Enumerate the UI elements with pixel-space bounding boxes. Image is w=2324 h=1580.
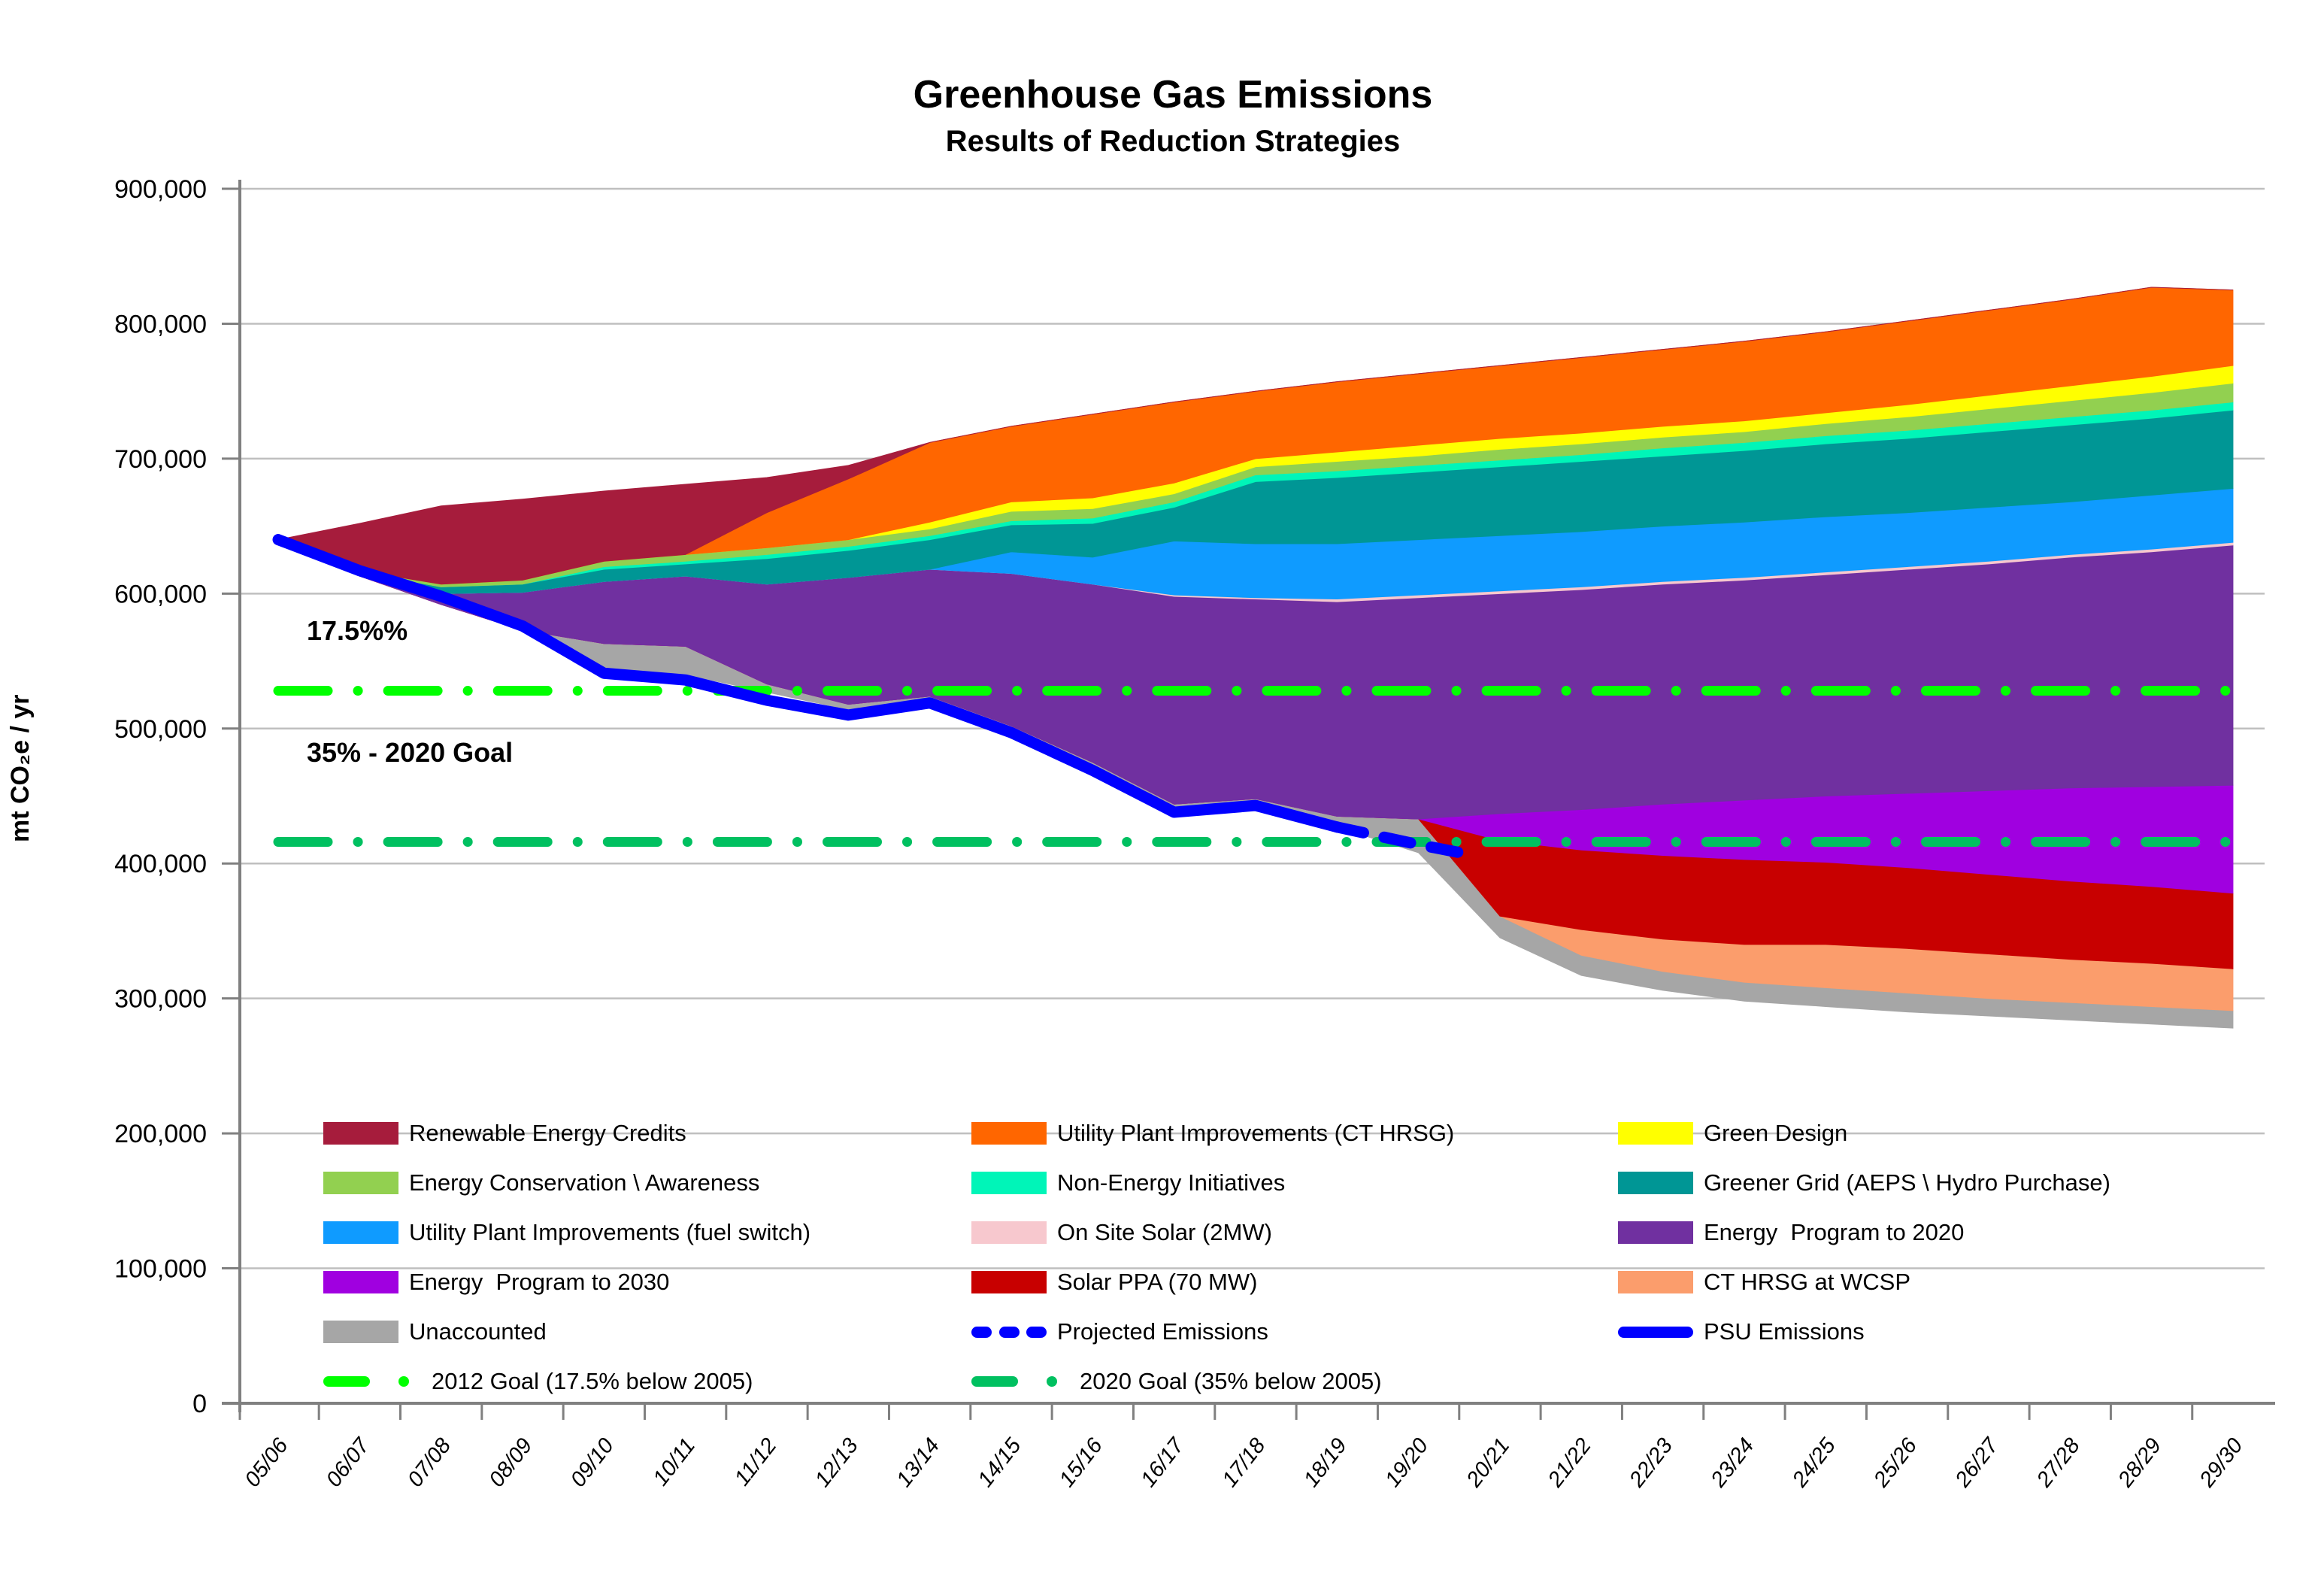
x-tick-label: 18/19 — [1299, 1434, 1352, 1492]
y-tick-label: 300,000 — [114, 985, 207, 1014]
goal-2012-annotation: 17.5%% — [307, 615, 408, 646]
x-tick-label: 29/30 — [2195, 1434, 2248, 1493]
x-tick-label: 07/08 — [403, 1434, 456, 1492]
y-tick-label: 700,000 — [114, 445, 207, 474]
psu-emissions-line — [272, 534, 1343, 833]
x-tick-label: 22/23 — [1625, 1434, 1678, 1493]
x-tick-label: 27/28 — [2032, 1434, 2085, 1493]
y-tick-label: 900,000 — [114, 175, 207, 204]
chart-title: Greenhouse Gas Emissions — [913, 73, 1433, 117]
x-tick-label: 14/15 — [974, 1433, 1026, 1492]
x-tick-label: 19/20 — [1380, 1434, 1433, 1492]
x-tick-label: 15/16 — [1055, 1433, 1107, 1492]
y-tick-label: 100,000 — [114, 1255, 207, 1284]
x-tick-label: 06/07 — [322, 1433, 375, 1491]
x-tick-label: 25/26 — [1869, 1433, 1923, 1492]
x-tick-label: 24/25 — [1787, 1433, 1841, 1492]
area-renewable-energy-credits — [277, 287, 2233, 585]
y-tick-label: 0 — [192, 1390, 207, 1418]
x-tick-label: 23/24 — [1706, 1434, 1759, 1493]
x-tick-label: 10/11 — [649, 1434, 701, 1491]
x-tick-label: 11/12 — [730, 1434, 782, 1491]
y-tick-label: 400,000 — [114, 850, 207, 878]
x-tick-label: 09/10 — [566, 1434, 619, 1492]
x-tick-label: 28/29 — [2113, 1434, 2167, 1493]
y-tick-label: 600,000 — [114, 580, 207, 608]
x-tick-label: 08/09 — [485, 1434, 538, 1492]
y-axis-title: mt CO₂e / yr — [6, 694, 35, 843]
y-tick-label: 500,000 — [114, 715, 207, 744]
projected-emissions-line — [1331, 821, 1474, 860]
x-tick-label: 17/18 — [1218, 1434, 1271, 1492]
chart-subtitle: Results of Reduction Strategies — [945, 125, 1401, 158]
x-tick-label: 12/13 — [811, 1434, 863, 1492]
x-tick-label: 05/06 — [241, 1433, 293, 1492]
goal-2020-annotation: 35% - 2020 Goal — [307, 737, 514, 768]
x-tick-label: 26/27 — [1950, 1433, 2004, 1492]
y-tick-label: 800,000 — [114, 310, 207, 338]
x-tick-label: 16/17 — [1136, 1433, 1189, 1491]
x-tick-label: 20/21 — [1462, 1434, 1515, 1493]
x-tick-label: 21/22 — [1543, 1434, 1596, 1493]
y-tick-label: 200,000 — [114, 1120, 207, 1148]
x-tick-label: 13/14 — [892, 1434, 944, 1492]
chart-header: Greenhouse Gas Emissions Results of Redu… — [233, 72, 2113, 159]
